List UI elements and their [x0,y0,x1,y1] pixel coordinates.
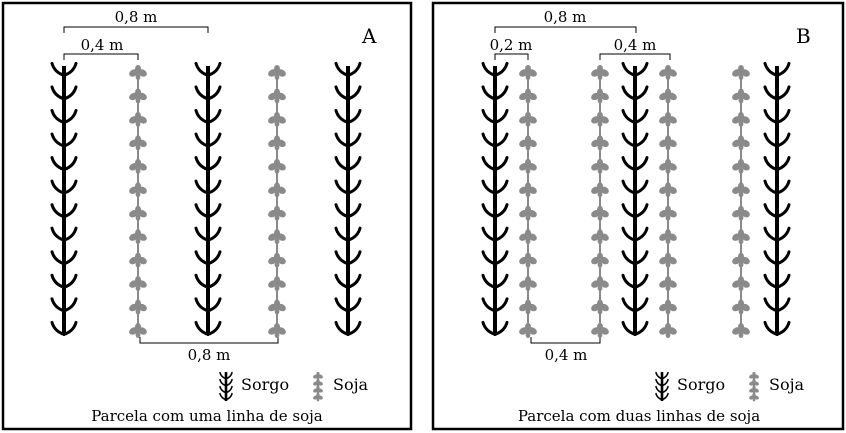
panel-b-letter: B [796,24,811,48]
soybean-row [732,65,750,338]
sorghum-row [481,61,509,336]
panel-a-border [1,1,413,431]
soybean-plant-icon [749,372,759,402]
dimension-label: 0,2 m [490,36,533,54]
soybean-row [519,65,537,338]
sorghum-row [50,61,78,336]
dimension-label: 0,8 m [544,8,587,26]
sorghum-row [334,61,362,336]
dimension-b-top-wide: 0,8 m [494,8,637,33]
dimension-label: 0,8 m [115,8,158,26]
legend-label-sorgo: Sorgo [241,375,289,394]
panel-a-caption: Parcela com uma linha de soja [91,407,323,425]
sorghum-row [621,61,649,336]
legend-a: Sorgo Soja [219,371,369,402]
dimension-b-top-small: 0,2 m [490,36,533,60]
soybean-row [129,65,147,338]
soybean-row [591,65,609,338]
legend-label-soja: Soja [769,375,805,394]
panel-a-letter: A [361,24,377,48]
dimension-label: 0,8 m [188,346,231,364]
legend-label-soja: Soja [333,375,369,394]
dimension-label: 0,4 m [545,346,588,364]
dimension-a-bottom: 0,8 m [139,337,279,364]
sorghum-plant-icon [655,371,669,401]
legend-b: Sorgo Soja [655,371,805,402]
dimension-label: 0,4 m [614,36,657,54]
panel-a: A 0,8 m 0,4 m 0,8 m Sorgo Soja Parcel [1,1,413,431]
soybean-plant-icon [313,372,323,402]
dimension-a-top-narrow: 0,4 m [63,36,139,60]
panel-b-border [431,1,845,431]
panel-b: B 0,8 m 0,2 m 0,4 m 0,4 m [431,1,845,431]
legend-label-sorgo: Sorgo [677,375,725,394]
sorghum-plant-icon [219,371,233,401]
dimension-label: 0,4 m [81,36,124,54]
sorghum-row [194,61,222,336]
sorghum-row [763,61,791,336]
dimension-b-top-narrow: 0,4 m [599,36,671,60]
soybean-row [268,65,286,338]
dimension-b-bottom: 0,4 m [530,337,601,364]
dimension-a-top-wide: 0,8 m [63,8,209,33]
panel-b-caption: Parcela com duas linhas de soja [518,407,760,425]
soybean-row [659,65,677,338]
